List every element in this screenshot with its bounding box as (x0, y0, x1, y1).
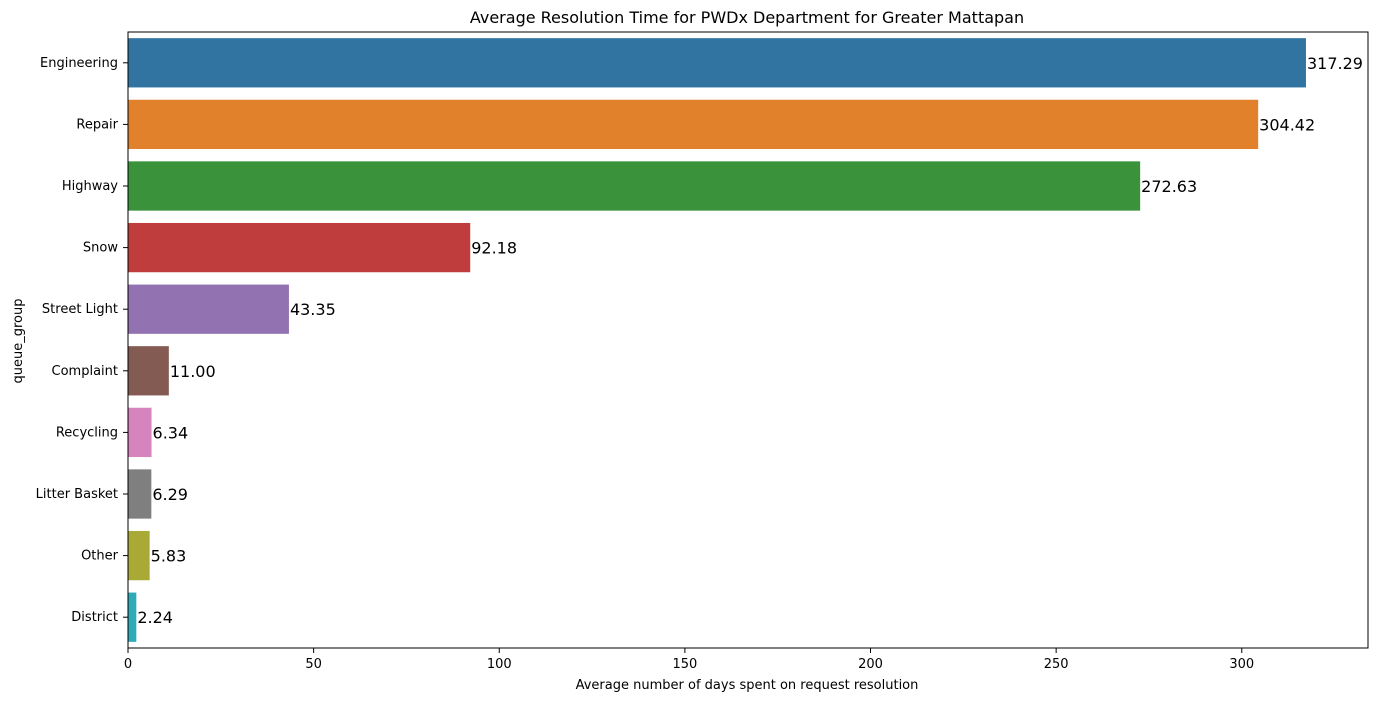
y-tick-label: Engineering (40, 56, 118, 71)
y-tick-label: Repair (76, 117, 118, 132)
x-tick-label: 100 (487, 657, 512, 672)
bar-8 (128, 530, 150, 581)
bar-9 (128, 592, 137, 642)
bar-6 (128, 407, 152, 458)
value-label: 6.34 (153, 423, 189, 442)
x-axis-label: Average number of days spent on request … (576, 678, 919, 693)
bar-7 (128, 469, 152, 519)
y-tick-label: District (71, 610, 118, 625)
plot-area-frame (127, 31, 1369, 649)
bar-5 (128, 346, 169, 396)
x-tick-label: 50 (305, 657, 322, 672)
bar-0 (128, 38, 1306, 88)
x-tick-label: 0 (124, 657, 132, 672)
x-tick-label: 150 (672, 657, 697, 672)
value-label: 5.83 (151, 547, 187, 566)
y-tick-label: Snow (83, 241, 118, 256)
bar-4 (128, 284, 289, 334)
value-label: 11.00 (170, 362, 216, 381)
value-label: 272.63 (1141, 177, 1197, 196)
x-tick-label: 200 (858, 657, 883, 672)
value-label: 92.18 (471, 239, 517, 258)
chart-title: Average Resolution Time for PWDx Departm… (470, 8, 1024, 27)
y-tick-label: Highway (62, 179, 118, 194)
bar-2 (128, 161, 1141, 211)
value-label: 304.42 (1259, 115, 1315, 134)
x-tick-label: 300 (1229, 657, 1254, 672)
y-tick-label: Street Light (42, 302, 118, 317)
value-label: 6.29 (152, 485, 188, 504)
y-tick-label: Complaint (52, 364, 118, 379)
y-tick-label: Recycling (56, 425, 118, 440)
y-tick-label: Litter Basket (36, 487, 118, 502)
bar-3 (128, 222, 471, 273)
value-labels: 317.29 304.42 272.63 92.18 43.35 11.00 6.34 6.2… (137, 54, 1363, 627)
y-tick-label: Other (81, 549, 119, 564)
value-label: 43.35 (290, 300, 336, 319)
value-label: 2.24 (137, 608, 173, 627)
y-axis-label: queue_group (11, 299, 26, 384)
y-tick-labels: Engineering Repair Highway Snow Street Light… (36, 56, 128, 625)
bars-group (128, 38, 1306, 642)
x-ticks: 0 50 100 150 200 250 300 (124, 648, 1254, 672)
x-tick-label: 250 (1044, 657, 1069, 672)
bar-1 (128, 99, 1259, 150)
value-label: 317.29 (1307, 54, 1363, 73)
